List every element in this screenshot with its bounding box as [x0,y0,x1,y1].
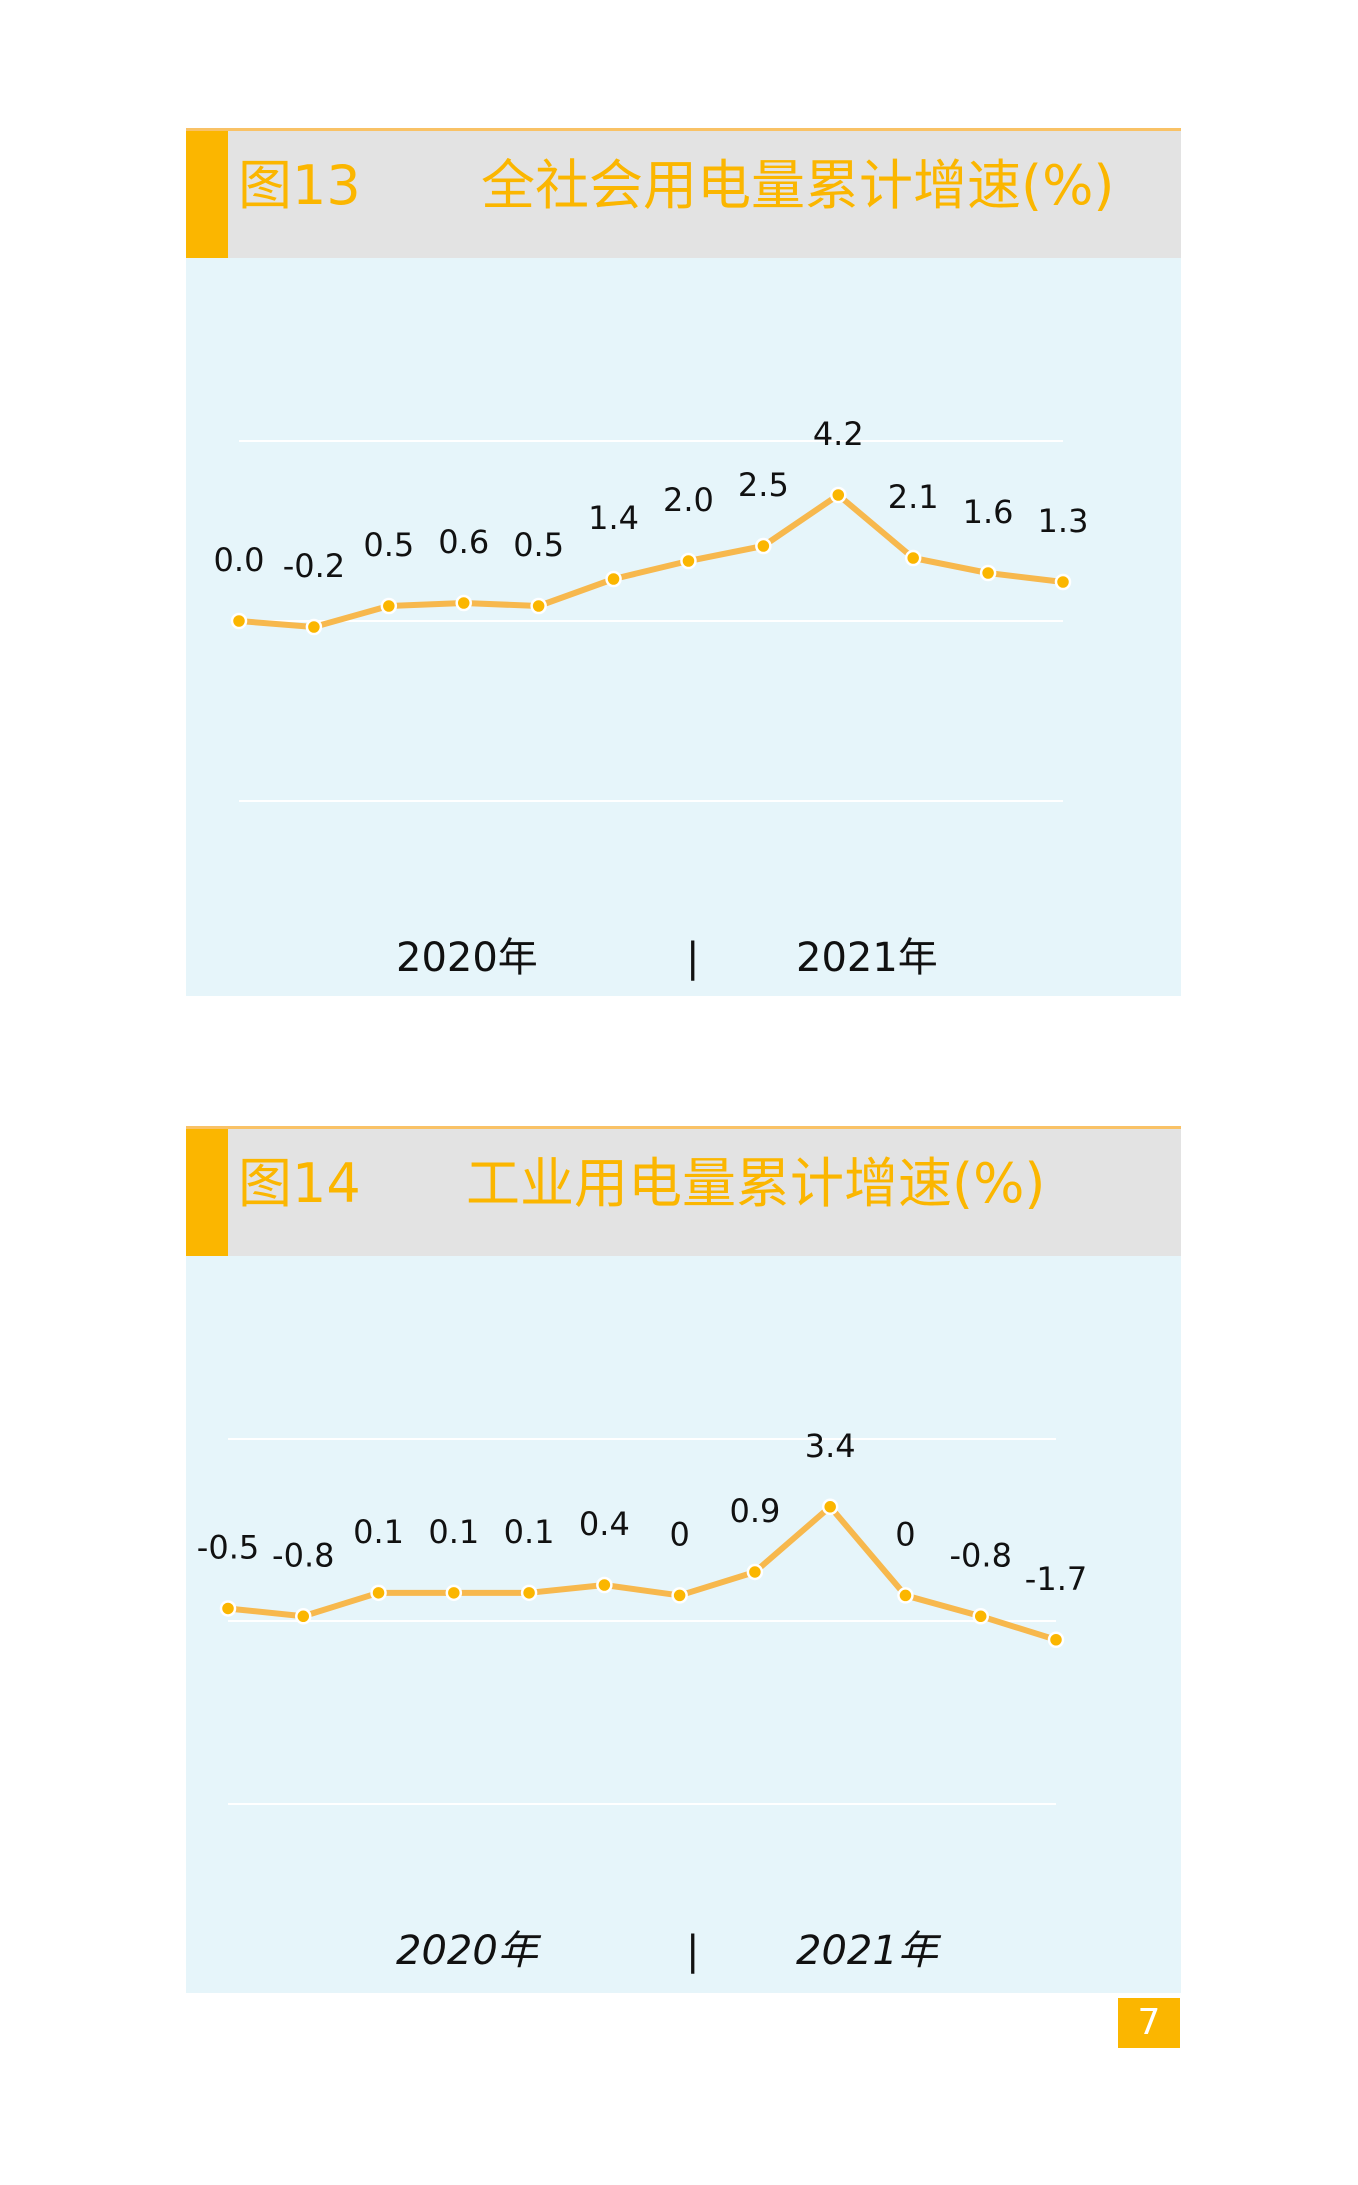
data-point [455,594,472,612]
data-label: -1.7 [1025,1560,1087,1598]
chart-panel-14: 图14 工业用电量累计增速(%) 891011122345678月份-0.5-0… [186,1126,1181,1996]
data-point [230,612,248,630]
data-label: 2.1 [888,478,939,516]
data-point [904,549,922,567]
year-right: 2021年 [796,1928,938,1974]
series-line [227,1503,1057,1643]
chart-header: 图14 工业用电量累计增速(%) [186,1126,1181,1256]
data-point [445,1584,463,1602]
data-label: 0.4 [579,1505,630,1543]
data-label: 0.5 [513,526,564,564]
data-point [830,486,847,504]
data-point [380,597,398,615]
data-point [671,1587,688,1604]
chart-panel-13: 图13 全社会用电量累计增速(%) 891011122345678月份0.0-0… [186,128,1181,998]
year-left: 2020年 [396,935,538,981]
data-label: -0.8 [272,1536,334,1574]
data-point [530,597,547,615]
data-label: 0.1 [428,1513,479,1551]
data-label: 2.0 [663,481,714,519]
data-label: 0 [895,1515,915,1553]
line-chart: 891011122345678月份0.0-0.20.50.60.51.42.02… [214,415,1089,802]
year-right: 2021年 [796,935,938,981]
data-label: 3.4 [805,1427,856,1465]
data-point [680,552,697,570]
data-label: 0.5 [363,526,414,564]
figure-label: 图13 [238,154,361,217]
data-point [596,1576,613,1594]
data-label: 2.5 [738,466,789,504]
data-label: 0.6 [438,523,489,561]
data-label: 0.9 [729,1492,780,1530]
data-point [1047,1631,1065,1648]
header-accent-bar [186,1129,228,1256]
year-separator: | [686,1928,700,1974]
data-label: 1.4 [588,499,639,537]
data-point [305,618,323,636]
data-point [755,537,772,555]
plot-area: 891011122345678月份0.0-0.20.50.60.51.42.02… [186,258,1181,928]
data-point [520,1584,538,1602]
data-point [370,1584,387,1602]
data-point [821,1498,839,1516]
data-point [295,1608,312,1625]
plot-area: 891011122345678月份-0.5-0.80.10.10.10.400.… [186,1256,1181,1921]
series-line [238,492,1064,630]
data-label: 0.1 [353,1513,404,1551]
chart-title: 工业用电量累计增速(%) [466,1152,1046,1215]
data-label: -0.2 [283,547,345,585]
data-label: 4.2 [813,415,864,453]
data-label: 0 [669,1515,689,1553]
page-number: 7 [1118,1998,1180,2048]
year-left: 2020年 [396,1928,538,1974]
data-point [746,1563,764,1581]
year-strip: 2020年 | 2021年 [186,1921,1181,1993]
data-point [219,1600,237,1617]
data-label: -0.5 [197,1528,259,1566]
data-point [605,570,622,588]
figure-label: 图14 [238,1152,361,1215]
header-accent-bar [186,131,228,258]
data-label: 1.6 [963,493,1014,531]
chart-title: 全社会用电量累计增速(%) [481,154,1115,217]
data-point [972,1608,989,1625]
data-label: 0.0 [214,541,265,579]
data-point [897,1587,914,1604]
year-strip: 2020年 | 2021年 [186,928,1181,996]
data-label: 0.1 [504,1513,555,1551]
data-point [979,564,997,582]
data-label: -0.8 [950,1536,1012,1574]
chart-header: 图13 全社会用电量累计增速(%) [186,128,1181,258]
data-point [1054,573,1072,591]
year-separator: | [686,935,700,981]
data-label: 1.3 [1038,502,1089,540]
line-chart: 891011122345678月份-0.5-0.80.10.10.10.400.… [197,1427,1087,1805]
